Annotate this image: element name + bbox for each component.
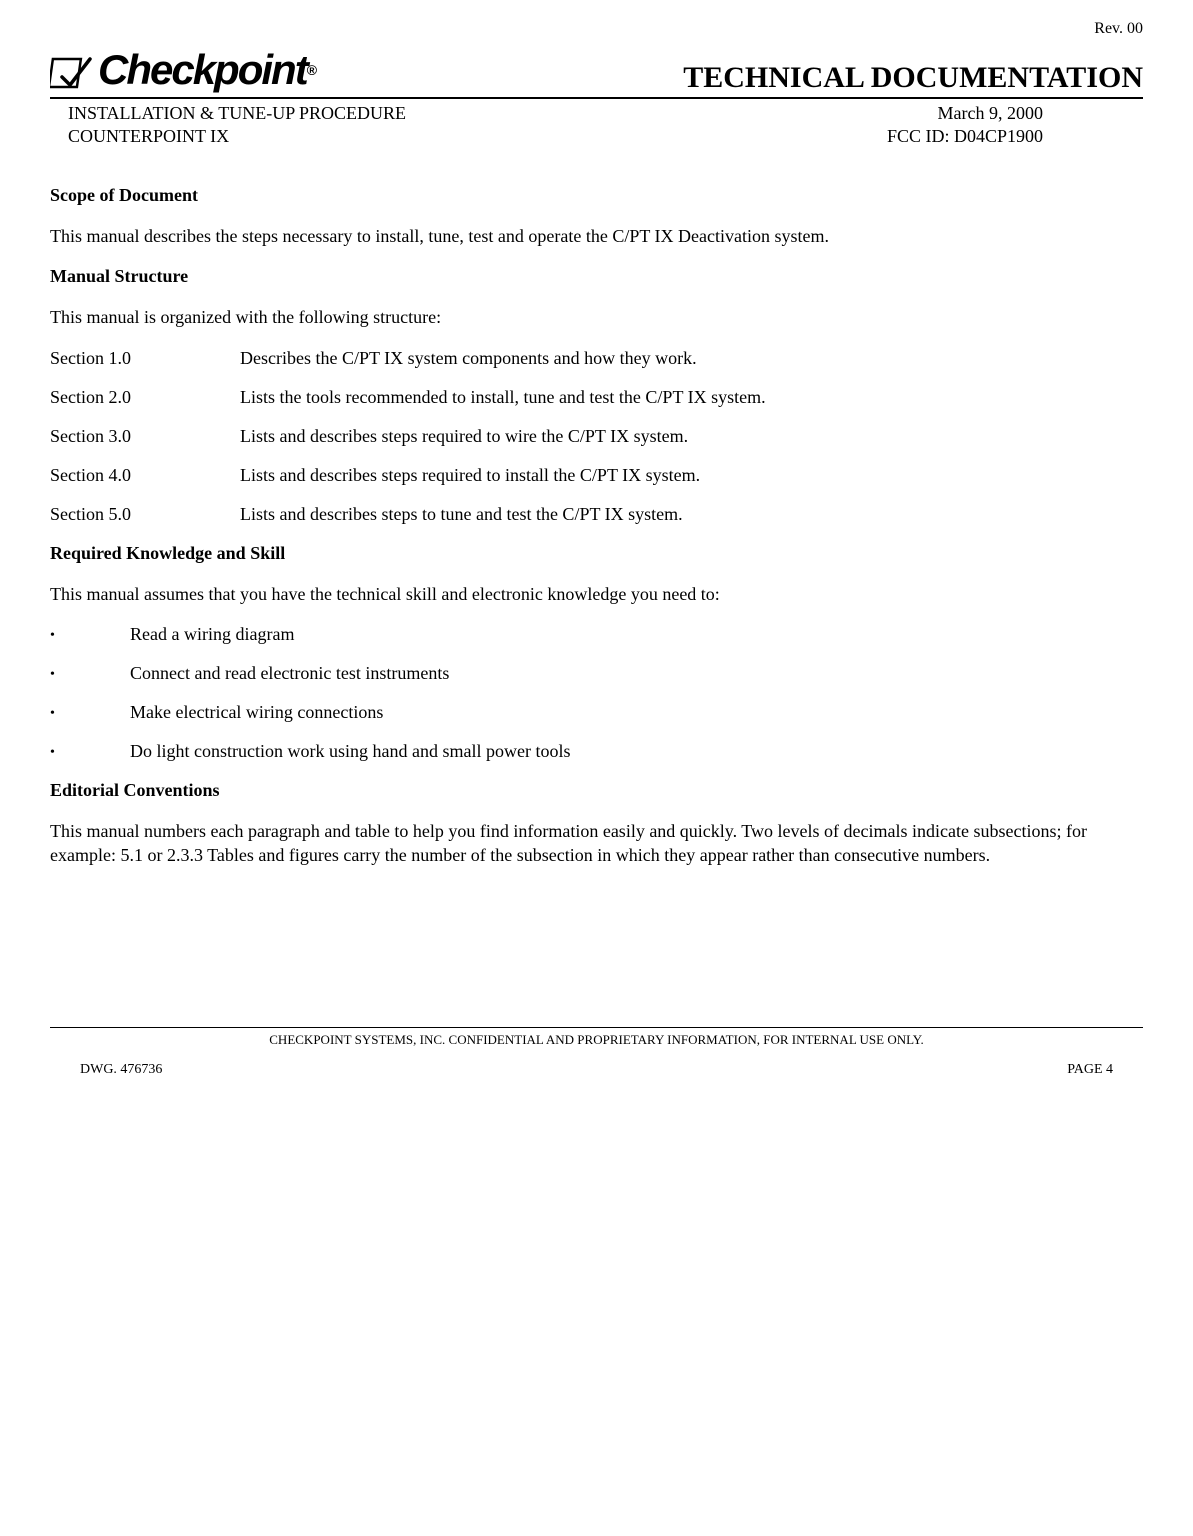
list-item-text: Do light construction work using hand an…: [130, 741, 570, 762]
bullet-icon: •: [50, 624, 130, 644]
conventions-body: This manual numbers each paragraph and t…: [50, 819, 1143, 868]
footer-dwg: DWG. 476736: [80, 1062, 162, 1078]
conventions-heading: Editorial Conventions: [50, 780, 1143, 801]
list-item: • Do light construction work using hand …: [50, 741, 1143, 762]
toc-row: Section 2.0 Lists the tools recommended …: [50, 387, 1143, 408]
technical-documentation-title: TECHNICAL DOCUMENTATION: [683, 61, 1143, 95]
toc-label: Section 2.0: [50, 387, 240, 408]
registered-mark: ®: [307, 62, 315, 78]
toc-row: Section 4.0 Lists and describes steps re…: [50, 465, 1143, 486]
doc-title: INSTALLATION & TUNE-UP PROCEDURE: [50, 103, 406, 124]
toc-label: Section 5.0: [50, 504, 240, 525]
bullet-icon: •: [50, 663, 130, 683]
scope-body: This manual describes the steps necessar…: [50, 224, 1143, 248]
list-item-text: Read a wiring diagram: [130, 624, 294, 645]
footer-bottom: DWG. 476736 PAGE 4: [50, 1062, 1143, 1078]
skills-list: • Read a wiring diagram • Connect and re…: [50, 624, 1143, 762]
skills-intro: This manual assumes that you have the te…: [50, 582, 1143, 606]
bullet-icon: •: [50, 741, 130, 761]
footer-page: PAGE 4: [1067, 1062, 1113, 1078]
toc-row: Section 3.0 Lists and describes steps re…: [50, 426, 1143, 447]
list-item: • Read a wiring diagram: [50, 624, 1143, 645]
header-main: Checkpoint® TECHNICAL DOCUMENTATION: [50, 46, 1143, 95]
list-item-text: Connect and read electronic test instrum…: [130, 663, 449, 684]
structure-intro: This manual is organized with the follow…: [50, 305, 1143, 329]
logo: Checkpoint®: [50, 46, 315, 95]
scope-heading: Scope of Document: [50, 185, 1143, 206]
toc-label: Section 3.0: [50, 426, 240, 447]
bullet-icon: •: [50, 702, 130, 722]
revision-text: Rev. 00: [1094, 20, 1143, 38]
skills-heading: Required Knowledge and Skill: [50, 543, 1143, 564]
footer-confidential: CHECKPOINT SYSTEMS, INC. CONFIDENTIAL AN…: [50, 1032, 1143, 1048]
toc-desc: Describes the C/PT IX system components …: [240, 348, 1143, 369]
revision-line: Rev. 00: [50, 20, 1143, 38]
footer-rule: [50, 1027, 1143, 1028]
toc-desc: Lists the tools recommended to install, …: [240, 387, 1143, 408]
toc-desc: Lists and describes steps required to in…: [240, 465, 1143, 486]
list-item: • Make electrical wiring connections: [50, 702, 1143, 723]
doc-date: March 9, 2000: [938, 103, 1143, 124]
toc-desc: Lists and describes steps to tune and te…: [240, 504, 1143, 525]
content: Scope of Document This manual describes …: [50, 149, 1143, 867]
list-item: • Connect and read electronic test instr…: [50, 663, 1143, 684]
toc-label: Section 1.0: [50, 348, 240, 369]
sub-header-line-2: COUNTERPOINT IX FCC ID: D04CP1900: [50, 126, 1143, 147]
toc-label: Section 4.0: [50, 465, 240, 486]
header-rule: [50, 97, 1143, 99]
list-item-text: Make electrical wiring connections: [130, 702, 383, 723]
toc-row: Section 1.0 Describes the C/PT IX system…: [50, 348, 1143, 369]
logo-text: Checkpoint: [98, 46, 307, 94]
fcc-id: FCC ID: D04CP1900: [887, 126, 1143, 147]
sub-header-line-1: INSTALLATION & TUNE-UP PROCEDURE March 9…: [50, 103, 1143, 124]
toc-desc: Lists and describes steps required to wi…: [240, 426, 1143, 447]
structure-heading: Manual Structure: [50, 266, 1143, 287]
toc-row: Section 5.0 Lists and describes steps to…: [50, 504, 1143, 525]
checkmark-box-icon: [50, 46, 94, 95]
product-name: COUNTERPOINT IX: [50, 126, 229, 147]
